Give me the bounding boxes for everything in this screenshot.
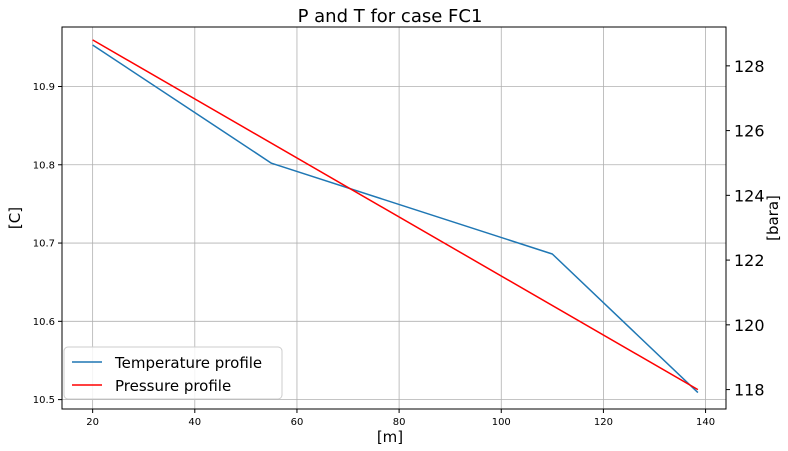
y-left-tick-label: 10.9 — [33, 82, 55, 93]
y-right-ticks: 118 120 122 124 126 128 — [726, 57, 765, 400]
x-ticks: 20 40 60 80 100 120 140 — [86, 409, 715, 428]
x-tick-label: 80 — [393, 417, 406, 428]
y-right-axis-label: [bara] — [764, 195, 782, 241]
y-left-tick-label: 10.6 — [33, 317, 55, 328]
plot-frame — [61, 26, 727, 410]
y-left-tick-label: 10.5 — [33, 395, 55, 406]
x-tick-label: 40 — [188, 417, 201, 428]
legend-box — [63, 346, 283, 400]
y-left-ticks: 10.5 10.6 10.7 10.8 10.9 — [33, 82, 62, 406]
series-lines — [92, 39, 699, 394]
y-right-tick-label: 126 — [734, 122, 765, 141]
legend-label-pressure: Pressure profile — [115, 377, 231, 395]
x-tick-label: 100 — [492, 417, 511, 428]
y-right-tick-label: 118 — [734, 381, 765, 400]
y-left-tick-label: 10.7 — [33, 239, 55, 250]
y-left-axis-label: [C] — [6, 207, 24, 229]
x-axis-label: [m] — [377, 428, 403, 446]
series-line-temperature — [92, 44, 699, 394]
chart-title: P and T for case FC1 — [298, 6, 483, 27]
y-right-tick-label: 120 — [734, 316, 765, 335]
legend: Temperature profile Pressure profile — [63, 346, 283, 400]
y-right-tick-label: 128 — [734, 57, 765, 76]
x-tick-label: 120 — [594, 417, 613, 428]
y-right-tick-label: 122 — [734, 251, 765, 270]
x-tick-label: 140 — [696, 417, 715, 428]
y-left-tick-label: 10.8 — [33, 160, 55, 171]
y-right-tick-label: 124 — [734, 186, 765, 205]
series-line-pressure — [92, 39, 699, 391]
x-tick-label: 20 — [86, 417, 99, 428]
legend-label-temperature: Temperature profile — [114, 354, 262, 372]
x-tick-label: 60 — [291, 417, 304, 428]
